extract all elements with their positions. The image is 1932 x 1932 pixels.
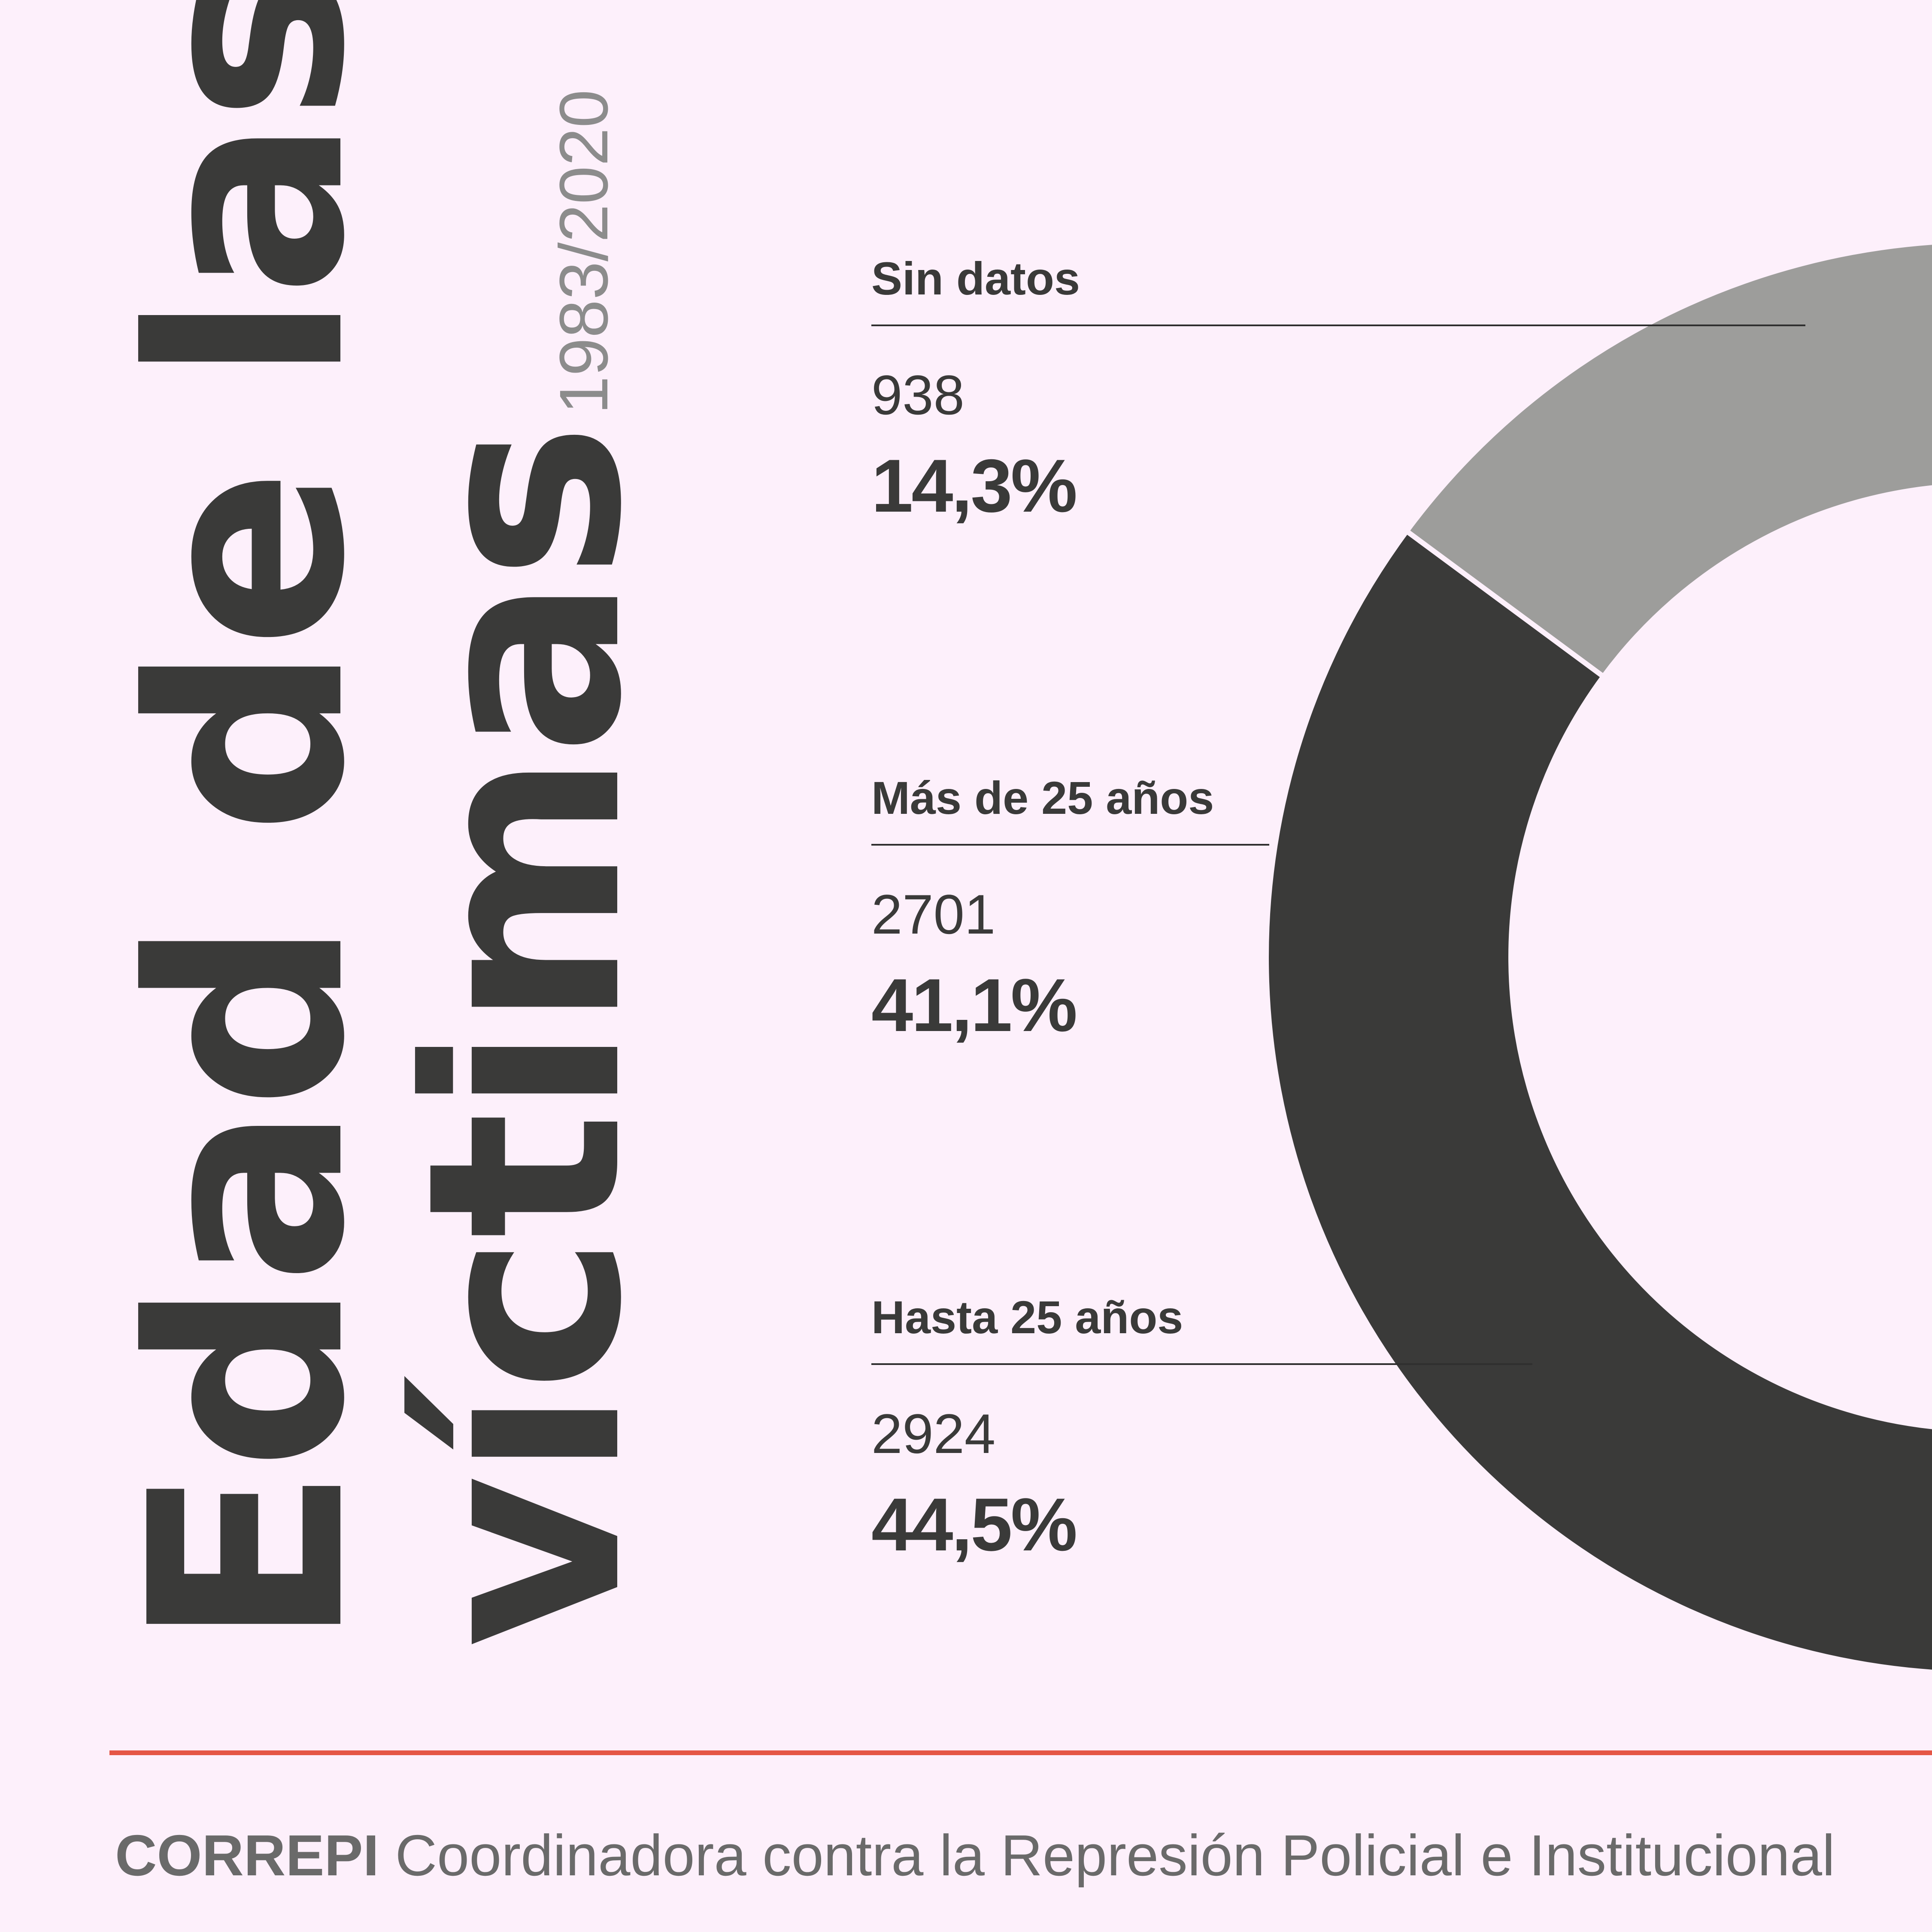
donut-segment-mas-de-25 <box>1264 527 1932 1675</box>
page-title-line1: Edad de las <box>94 0 403 1648</box>
footer-org-description: Coordinadora contra la Represión Policia… <box>395 1823 1835 1888</box>
donut-segment-sin-datos <box>1403 240 1932 680</box>
leader-line-sin-datos <box>871 325 1805 326</box>
count-sin-datos: 938 <box>871 364 964 426</box>
page-subtitle: 1983/2020 <box>545 89 622 414</box>
percent-hasta-25: 44,5% <box>871 1483 1077 1567</box>
leader-line-mas-de-25 <box>871 844 1269 846</box>
label-hasta-25: Hasta 25 años <box>871 1291 1183 1343</box>
count-hasta-25: 2924 <box>871 1402 996 1465</box>
percent-sin-datos: 14,3% <box>871 444 1077 528</box>
page-title-line2: víctimas <box>371 426 680 1648</box>
footer-org-name: CORREPI <box>115 1823 379 1888</box>
footer-divider <box>109 1750 1932 1755</box>
count-mas-de-25: 2701 <box>871 883 996 946</box>
leader-line-hasta-25 <box>871 1363 1532 1365</box>
footer: CORREPI Coordinadora contra la Represión… <box>115 1826 1835 1884</box>
percent-mas-de-25: 41,1% <box>871 964 1077 1047</box>
label-sin-datos: Sin datos <box>871 252 1080 304</box>
label-mas-de-25: Más de 25 años <box>871 772 1214 824</box>
